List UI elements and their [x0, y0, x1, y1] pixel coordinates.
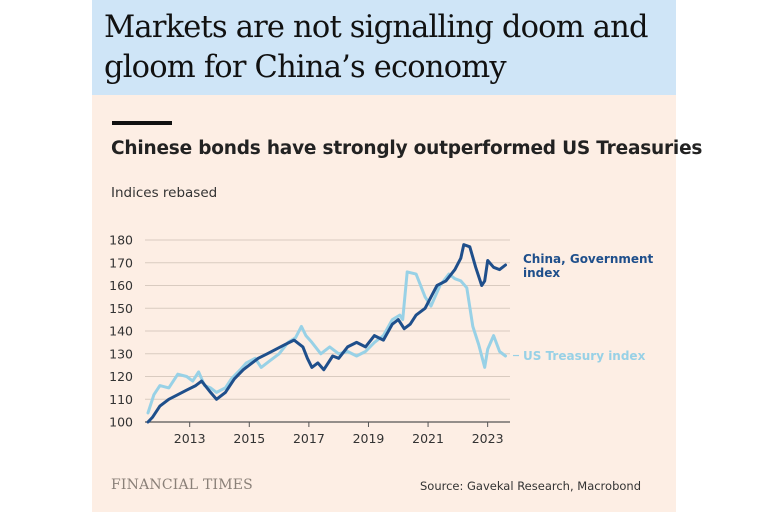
chart-subtitle: Chinese bonds have strongly outperformed…	[111, 138, 703, 159]
y-tick-label: 170	[109, 255, 133, 270]
x-tick-label: 2019	[353, 431, 385, 446]
headline-band	[92, 0, 676, 95]
us-series-line	[146, 270, 507, 415]
y-tick-label: 120	[109, 369, 133, 384]
y-tick-label: 110	[109, 392, 133, 407]
x-tick-label: 2015	[233, 431, 265, 446]
china-series-line	[146, 243, 507, 424]
title-rule	[112, 121, 172, 125]
source-note: Source: Gavekal Research, Macrobond	[419, 479, 641, 493]
headline: Markets are not signalling doom and gloo…	[104, 10, 649, 85]
x-tick-label: 2013	[174, 431, 206, 446]
series-label-china: index	[523, 266, 560, 280]
x-tick-label: 2023	[472, 431, 504, 446]
y-tick-label: 140	[109, 324, 133, 339]
x-tick-label: 2021	[412, 431, 444, 446]
y-tick-label: 180	[109, 233, 133, 248]
unit-label: Indices rebased	[111, 185, 218, 201]
series-label-us: US Treasury index	[523, 349, 646, 363]
y-tick-label: 130	[109, 346, 133, 361]
y-tick-label: 160	[109, 278, 133, 293]
y-tick-label: 100	[109, 415, 133, 430]
series-label-china: China, Government	[523, 252, 654, 266]
y-tick-label: 150	[109, 301, 133, 316]
ft-brand: FINANCIAL TIMES	[111, 477, 253, 493]
x-tick-label: 2017	[293, 431, 325, 446]
